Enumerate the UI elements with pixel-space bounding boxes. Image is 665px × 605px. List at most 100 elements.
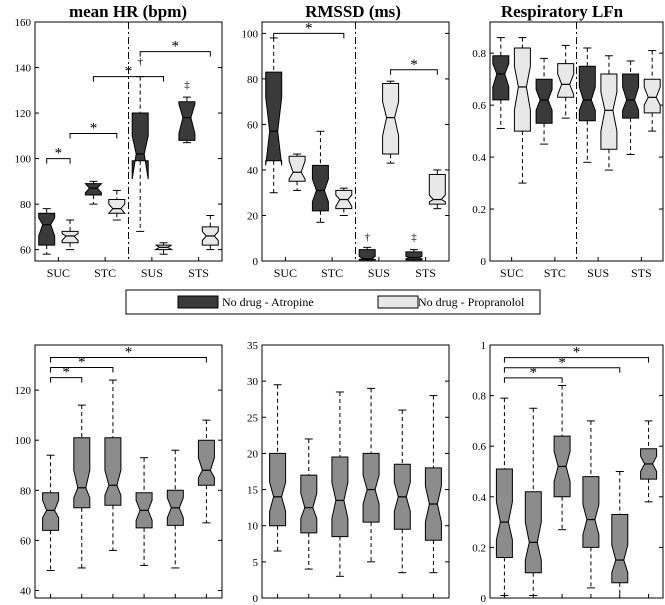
significance-mark: ‡ <box>411 232 417 244</box>
x-tick-label: BL <box>43 603 58 605</box>
y-tick-label: 0 <box>481 593 487 605</box>
box <box>582 476 600 548</box>
box <box>643 78 661 114</box>
x-tick-label: ST <box>302 603 317 605</box>
y-tick-label: 140 <box>15 63 32 75</box>
x-tick-label: SA <box>583 603 599 605</box>
significance-mark: ‡ <box>184 79 190 91</box>
x-tick-label: VE <box>394 603 410 605</box>
box <box>622 73 640 119</box>
y-tick-label: 80 <box>20 485 32 497</box>
y-tick-label: 35 <box>247 340 259 352</box>
box <box>84 183 103 196</box>
box <box>331 456 349 538</box>
x-tick-label: BL <box>497 603 512 605</box>
y-tick-label: 0 <box>253 256 259 268</box>
significance-bracket <box>50 377 83 383</box>
plot-frame <box>489 344 664 599</box>
significance-star: * <box>558 355 566 371</box>
box <box>131 112 149 180</box>
y-tick-label: 0.2 <box>472 542 486 554</box>
y-tick-label: 15 <box>247 485 259 497</box>
x-tick-label: STC <box>94 266 116 280</box>
significance-star: * <box>573 345 581 361</box>
significance-star: * <box>530 365 538 381</box>
y-tick-label: 25 <box>247 412 259 424</box>
significance-star: * <box>90 121 98 137</box>
y-tick-label: 120 <box>15 385 32 397</box>
box <box>492 55 510 101</box>
chart-bottom-rmssd: 0 5 10 15 20 25 30 35 BL ST MT SA VE AT <box>247 340 450 605</box>
chart-mean-hr: 60 80 100 120 140 160 SUC STC SUS STS * * * * † ‡ <box>15 17 223 280</box>
box <box>265 71 283 166</box>
y-tick-label: 0.6 <box>472 441 486 453</box>
significance-mark: † <box>137 56 143 68</box>
y-tick-label: 20 <box>247 448 259 460</box>
significance-mark: † <box>364 232 370 244</box>
box <box>578 65 596 122</box>
y-tick-label: 10 <box>247 521 259 533</box>
y-tick-label: 100 <box>242 28 259 40</box>
x-tick-label: STS <box>188 266 209 280</box>
box <box>382 83 400 155</box>
legend: No drug - Atropine No drug - Propranolol <box>125 289 541 315</box>
y-tick-label: 60 <box>247 119 259 131</box>
y-tick-label: 160 <box>15 17 32 29</box>
box <box>405 251 423 261</box>
x-tick-label: SUC <box>47 266 70 280</box>
y-tick-label: 60 <box>20 245 32 257</box>
y-tick-label: 0.6 <box>472 100 486 112</box>
significance-bracket <box>273 32 345 39</box>
significance-bracket <box>92 76 165 82</box>
y-tick-label: 80 <box>247 74 259 86</box>
chart-bottom-respiratory-lfn: 0 0.2 0.4 0.6 0.8 1 BL ST MT SA VE AT * * * <box>472 340 664 605</box>
legend-label-atropine: No drug - Atropine <box>222 295 314 309</box>
plot-frame <box>34 344 223 599</box>
x-tick-label: STC <box>544 266 566 280</box>
chart-rmssd: 0 20 40 60 80 100 SUC STC SUS STS * * † ‡ <box>242 20 450 280</box>
box <box>513 47 531 132</box>
chart-bottom-mean-hr: 40 60 80 100 120 BL ST MT SA VE AT * * * <box>15 344 223 605</box>
significance-bracket <box>50 367 114 373</box>
box <box>358 249 376 261</box>
box <box>535 78 553 124</box>
box <box>178 101 196 141</box>
significance-star: * <box>305 20 313 36</box>
x-tick-label: STS <box>415 266 436 280</box>
y-tick-label: 20 <box>247 210 259 222</box>
box <box>611 514 629 584</box>
legend-swatch-atropine <box>177 295 219 309</box>
y-tick-label: 5 <box>253 557 259 569</box>
significance-bracket <box>69 133 118 139</box>
x-tick-label: AT <box>426 603 441 605</box>
y-tick-label: 0.2 <box>472 204 486 216</box>
x-tick-label: BL <box>270 603 285 605</box>
x-tick-label: VE <box>612 603 628 605</box>
significance-star: * <box>172 39 180 55</box>
x-tick-label: STS <box>631 266 652 280</box>
y-tick-label: 30 <box>247 376 259 388</box>
y-tick-label: 100 <box>15 435 32 447</box>
box <box>428 174 446 205</box>
x-tick-label: VE <box>167 603 183 605</box>
x-tick-label: SUC <box>500 266 523 280</box>
y-tick-label: 0 <box>253 593 259 605</box>
box <box>38 212 56 246</box>
box <box>524 491 542 574</box>
significance-bracket <box>46 158 71 164</box>
significance-star: * <box>125 64 133 80</box>
y-tick-label: 40 <box>247 165 259 177</box>
significance-bracket <box>503 357 650 363</box>
x-tick-label: SUS <box>141 266 163 280</box>
x-tick-label: SUS <box>368 266 390 280</box>
title-respiratory-lfn: Respiratory LFn <box>501 2 624 21</box>
y-tick-label: 1 <box>481 340 487 352</box>
box <box>600 73 618 150</box>
box <box>288 155 306 182</box>
x-tick-label: AT <box>641 603 656 605</box>
y-tick-label: 120 <box>15 108 32 120</box>
box <box>300 474 318 534</box>
box <box>61 230 79 244</box>
box <box>557 63 575 98</box>
x-tick-label: MT <box>553 603 572 605</box>
